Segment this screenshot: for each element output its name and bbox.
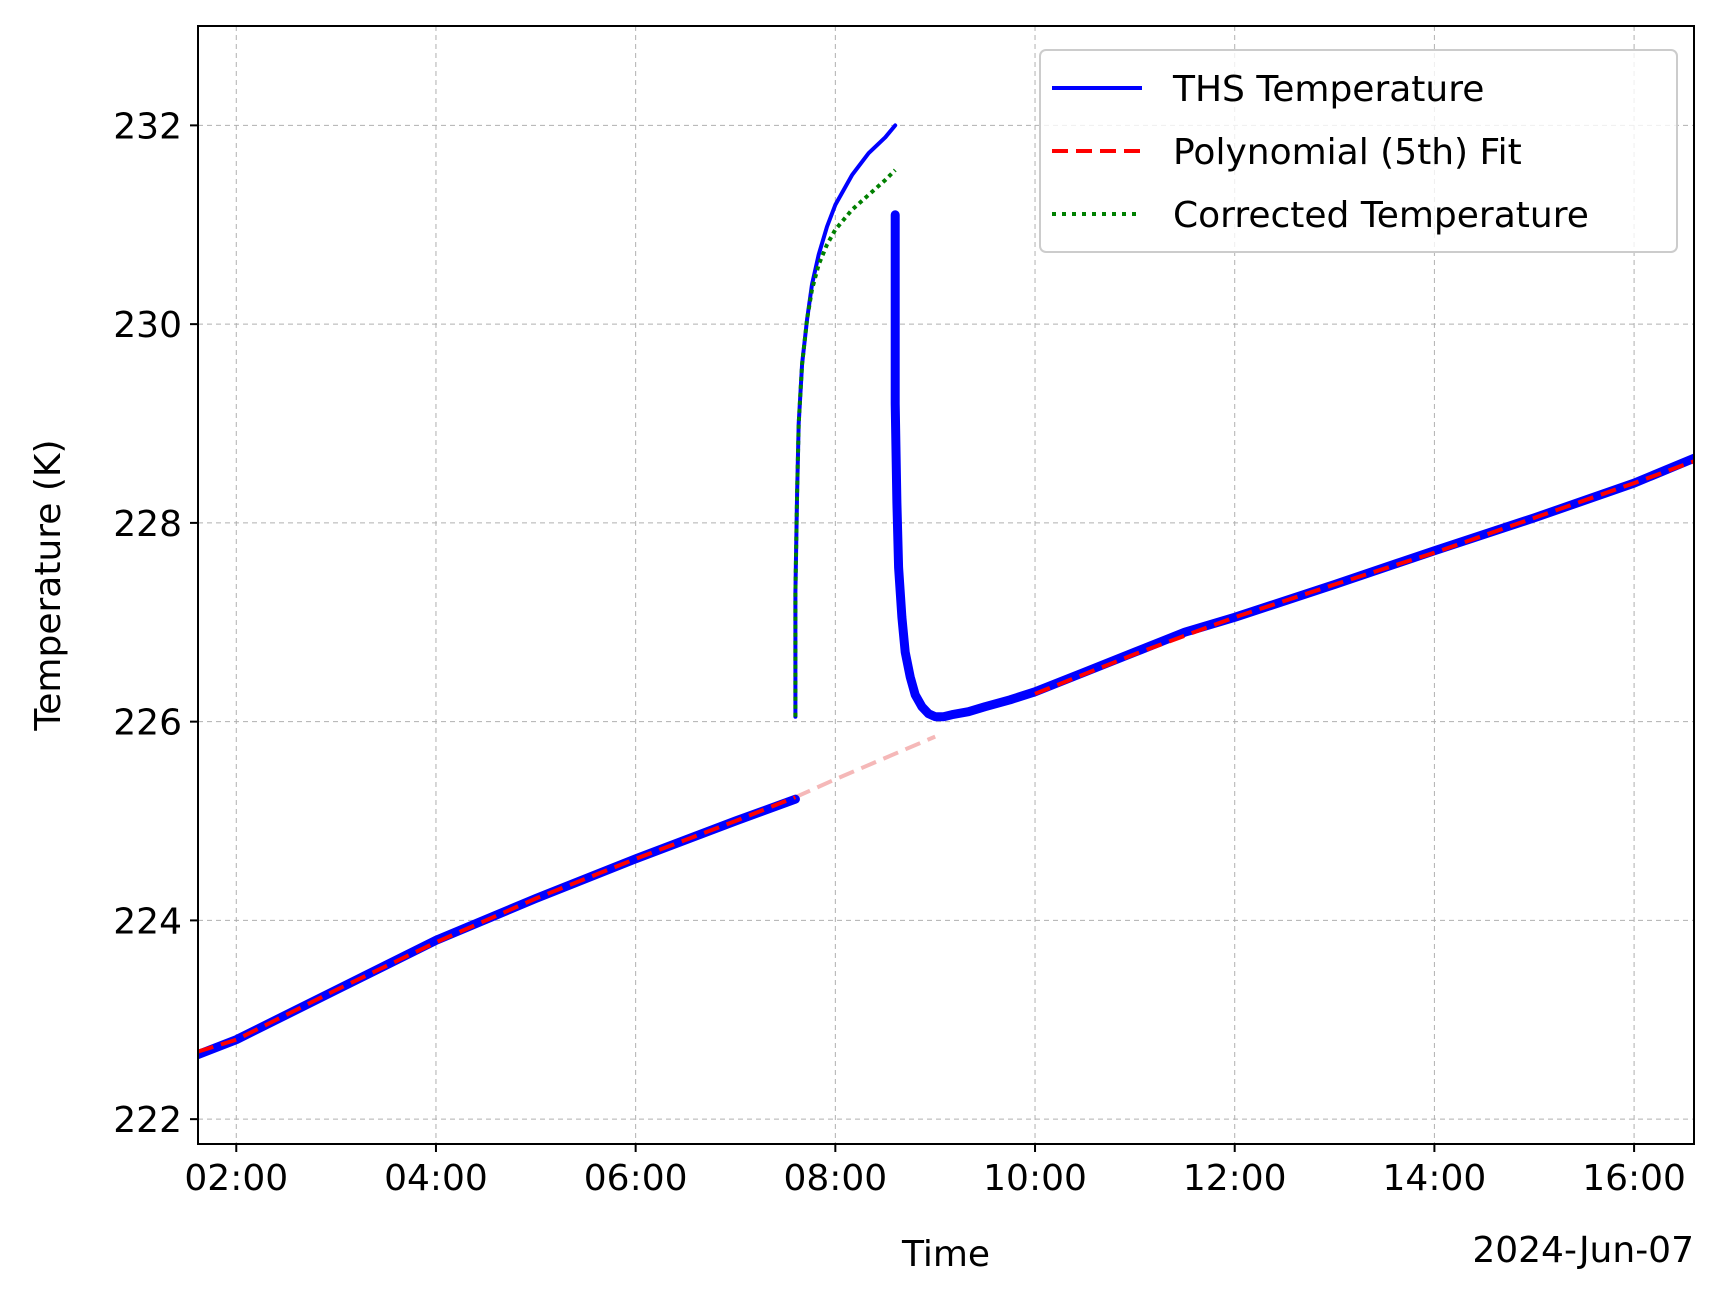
plot-frame [197,25,1695,1145]
x-tick-label: 08:00 [783,1158,887,1199]
x-tick-label: 02:00 [184,1158,288,1199]
ths-temperature-line [890,210,1694,722]
polynomial-fit-line [1034,459,1694,696]
legend-label: Polynomial (5th) Fit [1173,132,1522,173]
legend: THS Temperature Polynomial (5th) Fit Corre… [1039,49,1678,253]
y-tick-label: 224 [113,901,182,942]
x-tick-label: 10:00 [983,1158,1087,1199]
y-tick-label: 232 [113,106,182,147]
fit-gap-line [794,734,936,800]
legend-box [1039,49,1678,253]
y-tick-label: 228 [113,504,182,545]
legend-label: THS Temperature [1172,69,1484,110]
x-tick-label: 06:00 [584,1158,688,1199]
grid-layer [198,26,1694,1144]
ths-temperature-line [793,123,898,719]
y-tick-label: 222 [113,1100,182,1141]
corrected-temperature-line [793,168,897,717]
x-axis-label: Time [901,1234,990,1275]
legend-label: Corrected Temperature [1173,195,1589,236]
polynomial-fit-line [198,795,797,1054]
y-tick-label: 226 [113,703,182,744]
x-tick-label: 14:00 [1383,1158,1487,1199]
x-offset-label: 2024-Jun-07 [1472,1230,1694,1271]
y-tick-label: 230 [113,305,182,346]
x-tick-label: 16:00 [1582,1158,1686,1199]
x-tick-label: 04:00 [384,1158,488,1199]
data-layer [198,123,1694,1060]
y-axis-label: Temperature (K) [28,439,69,731]
ticks-layer: 02:00 04:00 06:00 08:00 10:00 12:00 14:00 16:00… [113,106,1686,1199]
x-tick-label: 12:00 [1183,1158,1287,1199]
